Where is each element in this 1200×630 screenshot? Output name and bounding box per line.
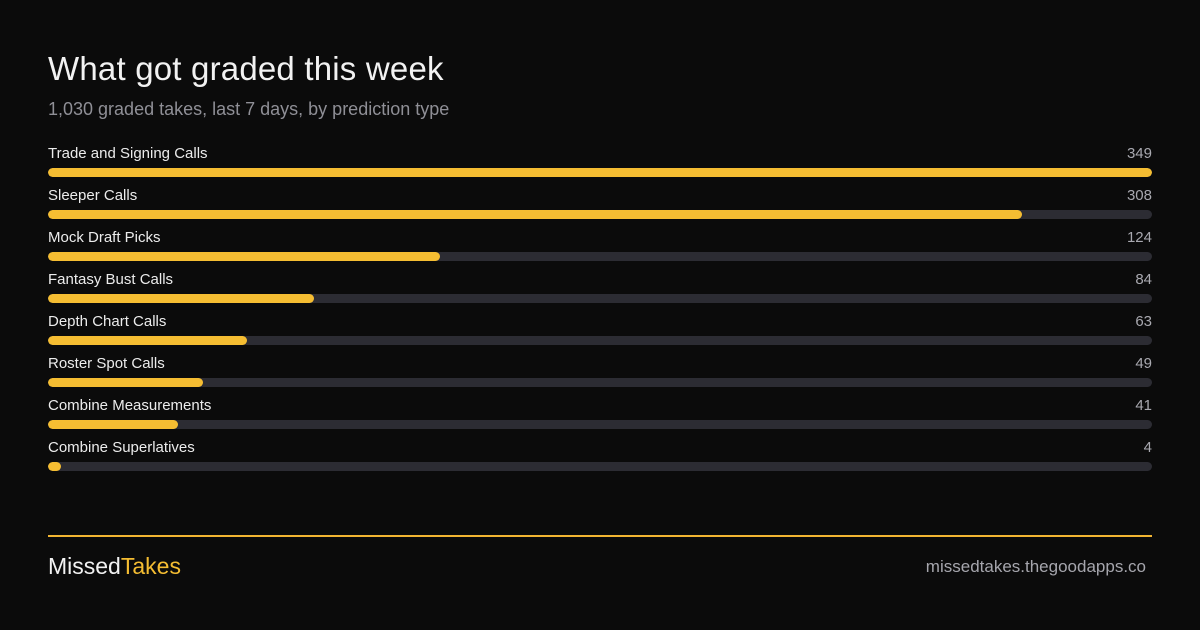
bar-value-label: 41 xyxy=(1135,397,1152,414)
bar-row: Combine Measurements 41 xyxy=(48,395,1152,437)
brand-logo-part1: Missed xyxy=(48,553,121,579)
bar-row: Roster Spot Calls 49 xyxy=(48,353,1152,395)
bar-fill xyxy=(48,210,1023,219)
bar-fill xyxy=(48,294,314,303)
bar-row: Fantasy Bust Calls 84 xyxy=(48,269,1152,311)
chart-title: What got graded this week xyxy=(48,50,444,87)
bar-value-label: 124 xyxy=(1126,229,1152,246)
bar-track xyxy=(48,252,1152,261)
bar-track xyxy=(48,336,1152,345)
bar-label: Roster Spot Calls xyxy=(48,355,165,372)
bar-value-label: 308 xyxy=(1126,187,1152,204)
bar-fill xyxy=(48,378,203,387)
bar-track xyxy=(48,462,1152,471)
site-url: missedtakes.thegoodapps.co xyxy=(925,557,1146,576)
bar-label: Combine Measurements xyxy=(48,397,212,414)
bar-value-label: 63 xyxy=(1135,313,1152,330)
brand-logo-part2: Takes xyxy=(120,553,181,579)
bar-value-label: 349 xyxy=(1126,145,1152,162)
bar-label: Trade and Signing Calls xyxy=(48,145,208,162)
bar-label: Combine Superlatives xyxy=(48,439,195,456)
bar-track xyxy=(48,168,1152,177)
bar-label: Mock Draft Picks xyxy=(48,229,161,246)
bar-row: Combine Superlatives 4 xyxy=(48,437,1152,479)
footer-divider xyxy=(48,535,1152,537)
brand-logo: MissedTakes xyxy=(48,553,181,580)
bar-track xyxy=(48,294,1152,303)
bar-label: Depth Chart Calls xyxy=(48,313,167,330)
bar-value-label: 84 xyxy=(1135,271,1152,288)
bar-row: Trade and Signing Calls 349 xyxy=(48,143,1152,185)
chart-subtitle: 1,030 graded takes, last 7 days, by pred… xyxy=(48,99,450,119)
bar-fill xyxy=(48,168,1152,177)
bar-row: Depth Chart Calls 63 xyxy=(48,311,1152,353)
bar-label: Sleeper Calls xyxy=(48,187,138,204)
bar-track xyxy=(48,378,1152,387)
bar-row: Mock Draft Picks 124 xyxy=(48,227,1152,269)
bar-row: Sleeper Calls 308 xyxy=(48,185,1152,227)
bar-track xyxy=(48,210,1152,219)
bar-fill xyxy=(48,420,178,429)
bar-label: Fantasy Bust Calls xyxy=(48,271,174,288)
bar-fill xyxy=(48,336,248,345)
bar-fill xyxy=(48,462,61,471)
bar-rows: Trade and Signing Calls 349 Sleeper Calls 3… xyxy=(48,143,1152,479)
bar-track xyxy=(48,420,1152,429)
bar-fill xyxy=(48,252,441,261)
bar-value-label: 4 xyxy=(1143,439,1152,456)
bar-value-label: 49 xyxy=(1135,355,1152,372)
